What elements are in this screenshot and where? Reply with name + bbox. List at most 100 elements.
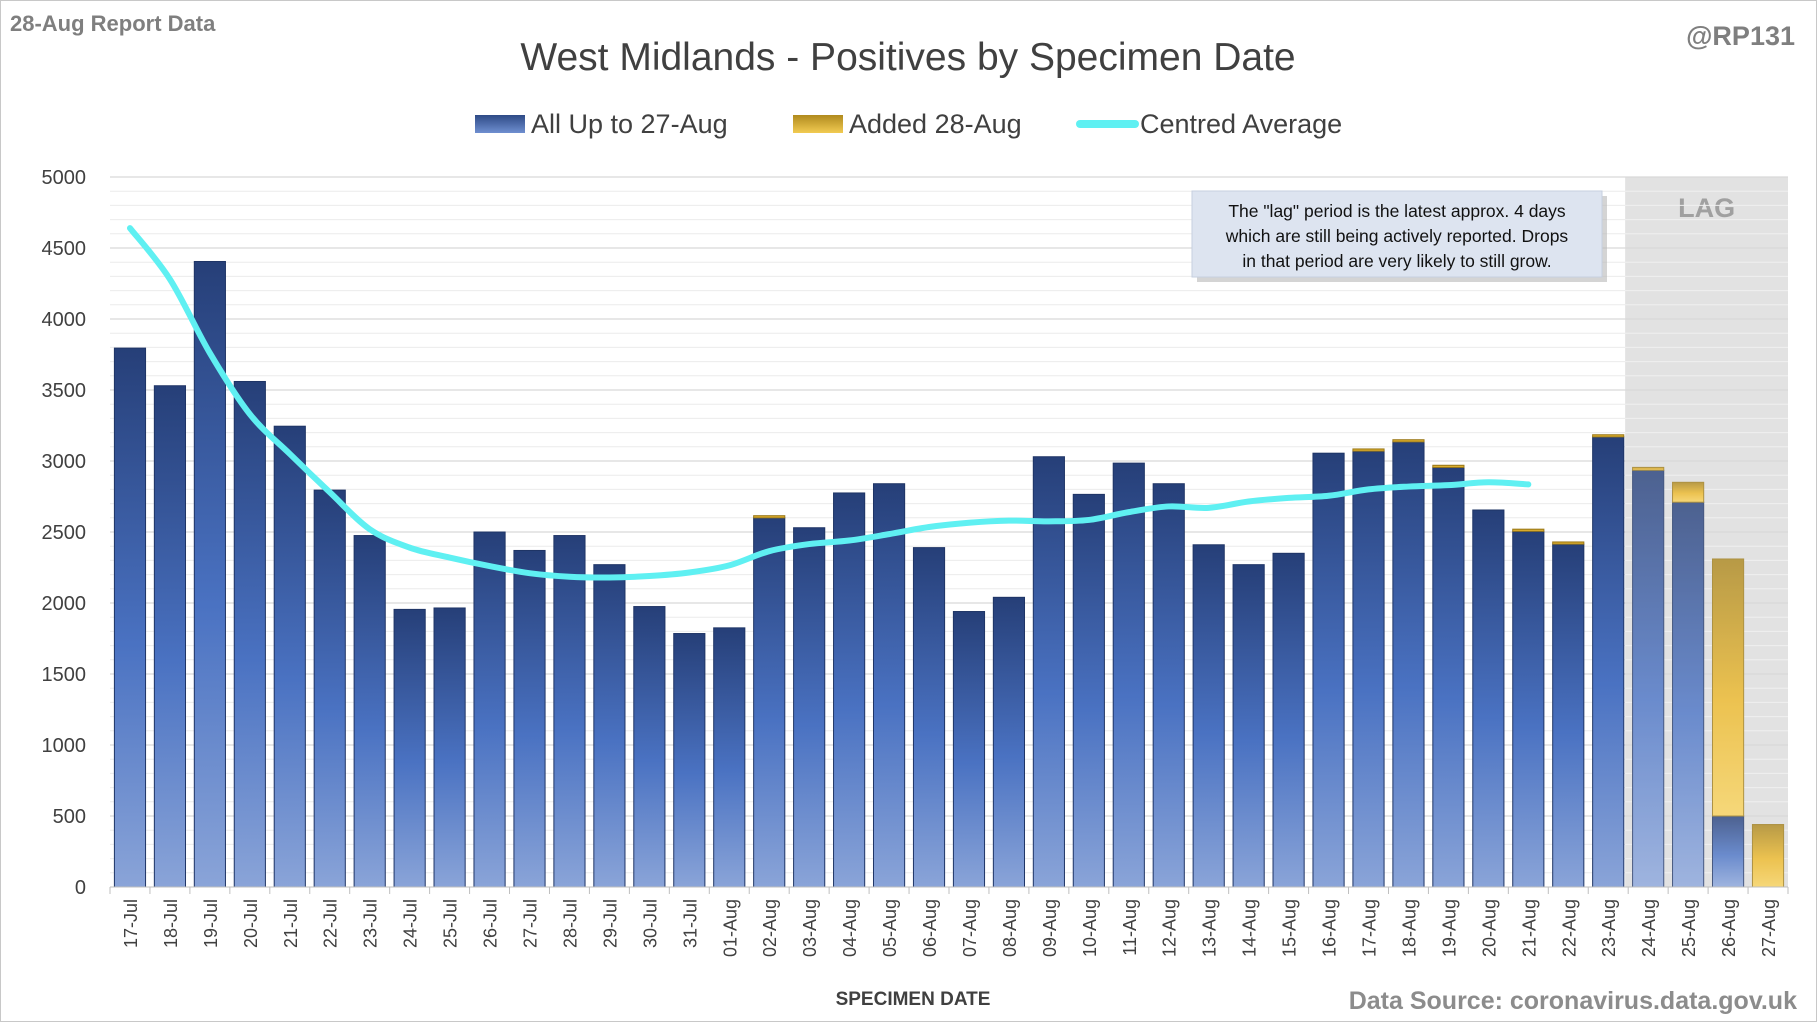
bar-added bbox=[1512, 528, 1545, 532]
bar-all-up bbox=[1072, 493, 1105, 888]
chart-title: West Midlands - Positives by Specimen Da… bbox=[520, 36, 1295, 79]
bar-all-up bbox=[233, 380, 266, 888]
x-axis-title: SPECIMEN DATE bbox=[836, 989, 991, 1010]
legend-label-all-up: All Up to 27-Aug bbox=[531, 109, 728, 139]
legend-swatch-all-up bbox=[475, 115, 525, 133]
bar-all-up bbox=[153, 385, 187, 888]
x-tick-label: 06-Aug bbox=[920, 899, 940, 957]
x-tick-label: 26-Aug bbox=[1719, 899, 1739, 957]
legend-label-average: Centred Average bbox=[1140, 109, 1342, 139]
bars bbox=[113, 177, 1788, 888]
bar-added bbox=[1751, 824, 1785, 888]
bar-all-up bbox=[273, 425, 306, 888]
y-tick-label: 3500 bbox=[42, 380, 87, 402]
average-line-group bbox=[126, 225, 1532, 581]
bar-added bbox=[753, 515, 786, 519]
bar-all-up bbox=[1152, 483, 1185, 888]
axes: 0 500 1000 1500 2000 2500 3000 3500 4000 4500 5000… bbox=[42, 167, 1789, 957]
bar-added bbox=[1552, 541, 1585, 545]
legend-item-average: Centred Average bbox=[1076, 109, 1342, 139]
x-tick-label: 25-Jul bbox=[441, 899, 461, 948]
x-tick-label: 24-Aug bbox=[1639, 899, 1659, 957]
bar-all-up bbox=[833, 492, 866, 888]
x-tick-label: 15-Aug bbox=[1280, 899, 1300, 957]
x-tick-label: 04-Aug bbox=[840, 899, 860, 957]
bar-all-up bbox=[513, 549, 546, 888]
y-tick-label: 2500 bbox=[42, 522, 87, 544]
legend-item-added: Added 28-Aug bbox=[793, 109, 1022, 139]
legend-swatch-added bbox=[793, 115, 843, 133]
bar-all-up bbox=[713, 627, 746, 888]
x-tick-label: 21-Aug bbox=[1519, 899, 1539, 957]
x-tick-label: 18-Jul bbox=[161, 899, 181, 948]
x-tick-label: 24-Jul bbox=[401, 899, 421, 948]
bar-all-up bbox=[1512, 530, 1545, 888]
x-tick-label: 31-Jul bbox=[680, 899, 700, 948]
x-tick-label: 17-Jul bbox=[121, 899, 141, 948]
bar-all-up bbox=[353, 535, 386, 888]
x-tick-label: 16-Aug bbox=[1320, 899, 1340, 957]
corner-left-label: 28-Aug Report Data bbox=[10, 11, 216, 36]
x-tick-label: 28-Jul bbox=[560, 899, 580, 948]
x-tick-label: 10-Aug bbox=[1080, 899, 1100, 957]
x-tick-label: 18-Aug bbox=[1399, 899, 1419, 957]
bar-all-up bbox=[793, 527, 826, 888]
x-tick-label: 09-Aug bbox=[1040, 899, 1060, 957]
legend: All Up to 27-Aug Added 28-Aug Centred Av… bbox=[475, 109, 1342, 139]
x-tick-label: 13-Aug bbox=[1200, 899, 1220, 957]
x-tick-label: 12-Aug bbox=[1160, 899, 1180, 957]
bar-added bbox=[1392, 439, 1425, 443]
bar-all-up bbox=[393, 608, 426, 888]
lag-label: LAG bbox=[1678, 193, 1735, 223]
x-tick-label: 17-Aug bbox=[1360, 899, 1380, 957]
data-source-label: Data Source: coronavirus.data.gov.uk bbox=[1349, 987, 1797, 1015]
y-tick-label: 3000 bbox=[42, 451, 87, 473]
y-tick-label: 4500 bbox=[42, 238, 87, 260]
bar-added bbox=[1432, 464, 1465, 468]
x-tick-label: 29-Jul bbox=[600, 899, 620, 948]
bar-added bbox=[1711, 558, 1745, 817]
bar-all-up bbox=[992, 596, 1026, 888]
bar-all-up bbox=[1392, 441, 1425, 888]
annotation-line-2: which are still being actively reported.… bbox=[1225, 226, 1569, 246]
bar-all-up bbox=[872, 483, 906, 888]
bar-all-up bbox=[1472, 509, 1505, 888]
x-tick-label: 05-Aug bbox=[880, 899, 900, 957]
bar-added bbox=[1632, 466, 1665, 471]
y-tick-label: 1500 bbox=[42, 664, 87, 686]
bar-all-up bbox=[633, 606, 666, 888]
annotation-box: The "lag" period is the latest approx. 4… bbox=[1191, 190, 1607, 282]
legend-item-all-up: All Up to 27-Aug bbox=[475, 109, 728, 139]
x-tick-label: 22-Jul bbox=[321, 899, 341, 948]
x-tick-label: 03-Aug bbox=[800, 899, 820, 957]
bar-all-up bbox=[673, 633, 706, 888]
x-tick-label: 20-Aug bbox=[1479, 899, 1499, 957]
corner-right-label: @RP131 bbox=[1686, 21, 1795, 51]
bar-all-up bbox=[553, 535, 586, 888]
x-tick-label: 19-Aug bbox=[1439, 899, 1459, 957]
x-tick-label: 11-Aug bbox=[1120, 899, 1140, 956]
average-line bbox=[126, 225, 1532, 581]
bar-all-up bbox=[313, 489, 346, 888]
bar-all-up bbox=[593, 564, 626, 888]
x-tick-label: 20-Jul bbox=[241, 899, 261, 948]
bar-added bbox=[1672, 481, 1705, 503]
bar-all-up bbox=[1632, 469, 1665, 888]
x-tick-label: 21-Jul bbox=[281, 899, 301, 948]
bar-added bbox=[1592, 434, 1625, 438]
x-tick-label: 26-Jul bbox=[481, 899, 501, 948]
x-tick-label: 23-Aug bbox=[1599, 899, 1619, 957]
bar-all-up bbox=[473, 531, 506, 888]
lag-wash bbox=[1625, 177, 1788, 887]
y-tick-label: 5000 bbox=[42, 167, 87, 189]
bar-added bbox=[1352, 448, 1385, 452]
x-tick-label: 08-Aug bbox=[1000, 899, 1020, 957]
annotation-line-1: The "lag" period is the latest approx. 4… bbox=[1228, 201, 1566, 221]
annotation-background bbox=[1191, 190, 1603, 278]
y-tick-label: 0 bbox=[75, 877, 86, 899]
x-tick-label: 07-Aug bbox=[960, 899, 980, 957]
bar-all-up bbox=[1112, 462, 1145, 888]
y-tick-label: 2000 bbox=[42, 593, 87, 615]
x-tick-label: 22-Aug bbox=[1559, 899, 1579, 957]
